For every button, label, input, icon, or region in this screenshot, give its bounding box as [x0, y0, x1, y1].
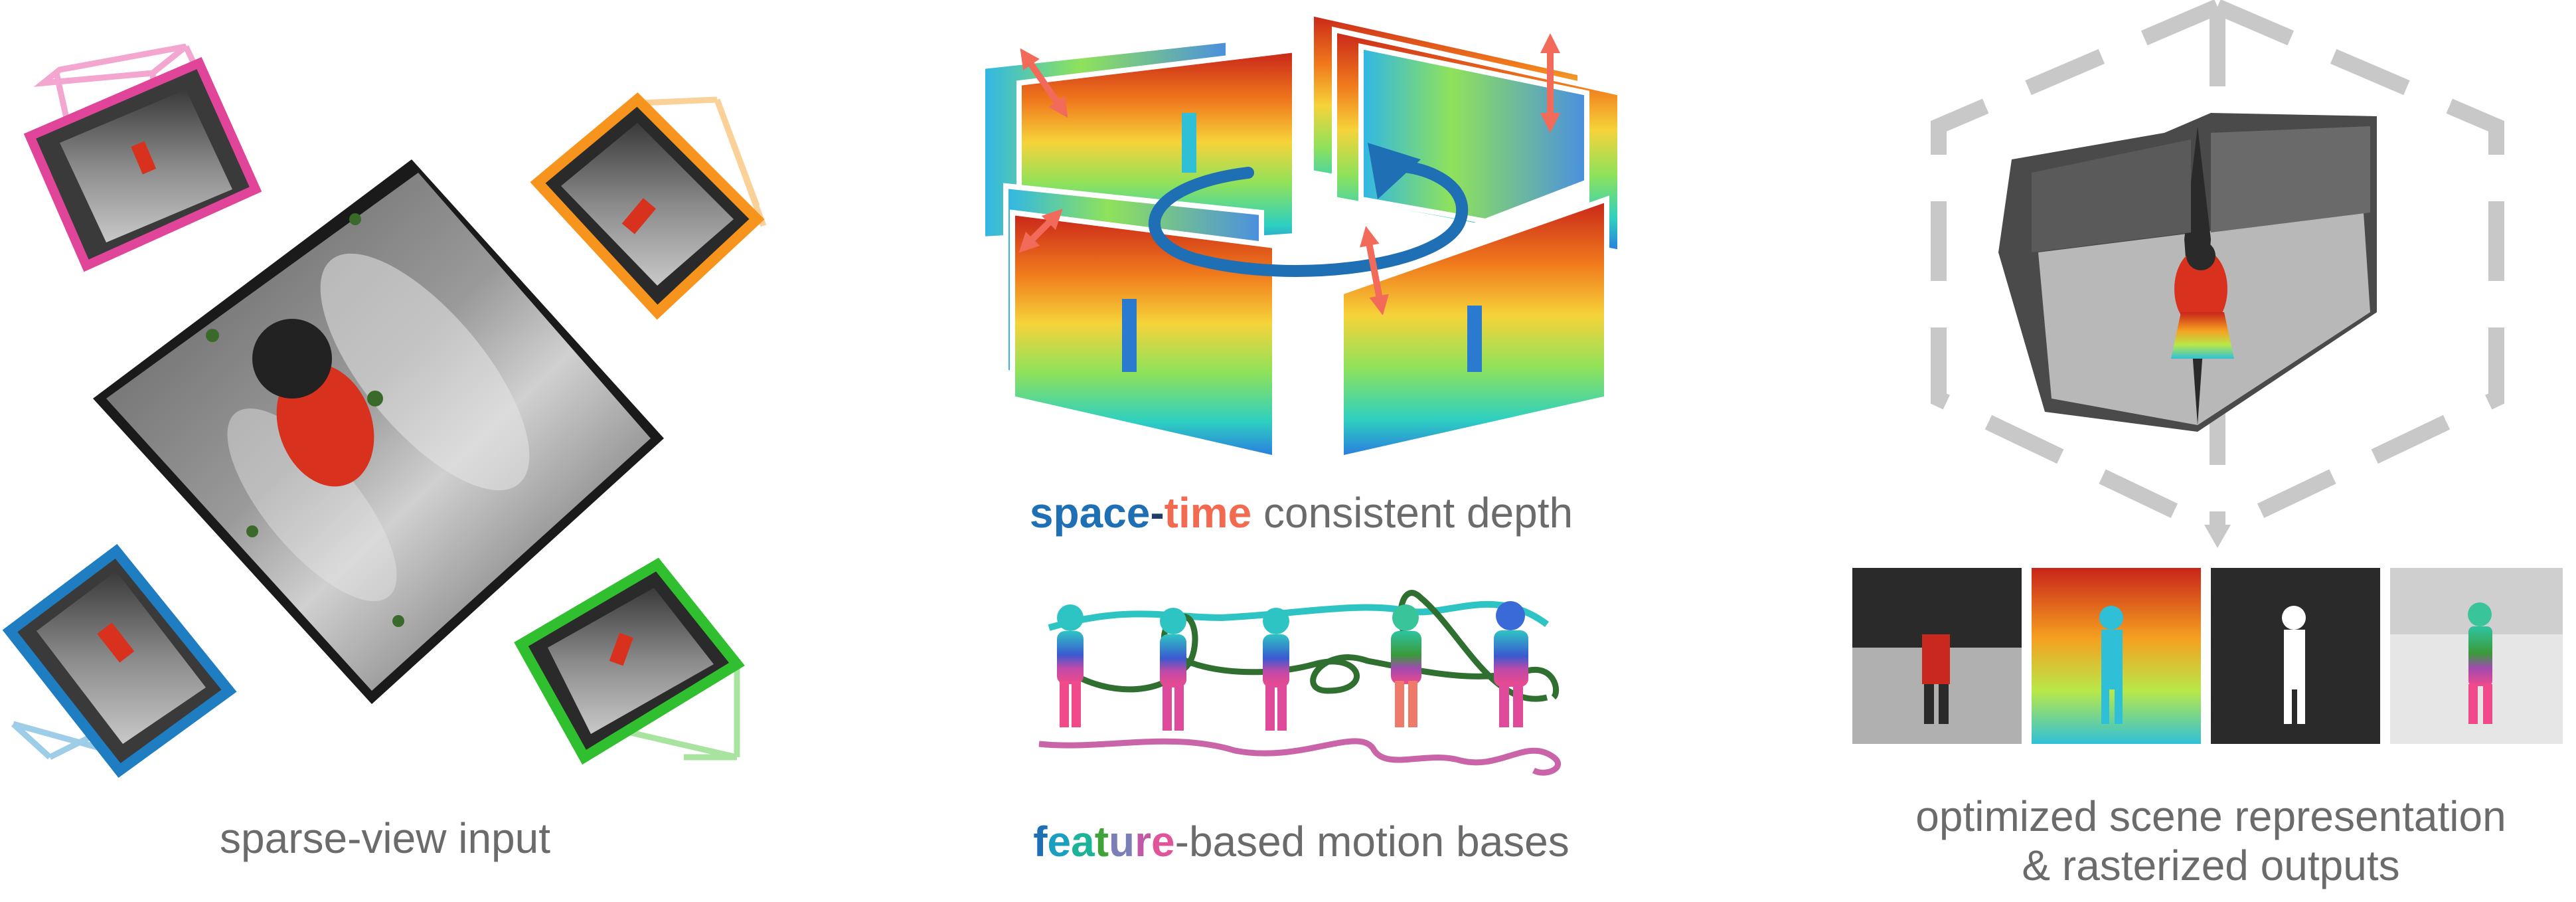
rotation-arrow [1149, 143, 1469, 277]
motion-part: r [1135, 818, 1152, 865]
sparse-view-input-panel [2, 43, 767, 778]
person-silhouettes [1057, 601, 1528, 731]
output-caption: optimized scene representation & rasteri… [1846, 792, 2576, 890]
depth-frame-stack-bottom-right [1328, 179, 1609, 462]
output-caption-line2: & rasterized outputs [2022, 842, 2400, 889]
camera-frustum-green [514, 557, 745, 765]
motion-part: e [1151, 818, 1175, 865]
depth-part: - [1150, 489, 1165, 537]
scene-representation [1998, 113, 2377, 432]
point-cloud-floor [93, 159, 664, 704]
rgb-output-thumbnail [1852, 568, 2022, 744]
trajectory-cyan [1048, 600, 1549, 631]
depth-caption: space-time consistent depth [963, 488, 1640, 537]
depth-output-thumbnail [2032, 568, 2201, 744]
input-caption: sparse-view input [220, 814, 550, 862]
motion-part: t [1094, 818, 1109, 865]
motion-part: e [1047, 818, 1072, 865]
camera-frustum-pink [23, 43, 262, 272]
feature-motion-panel [1038, 590, 1561, 776]
mask-output-thumbnail [2211, 568, 2380, 744]
motion-arrows [1018, 33, 1560, 316]
output-thumbnails [1852, 568, 2563, 744]
depth-part: consistent depth [1251, 489, 1573, 537]
depth-part: space [1029, 489, 1151, 537]
motion-part: -based motion bases [1174, 818, 1570, 865]
camera-frustum-blue [2, 543, 237, 778]
motion-output-thumbnail [2390, 568, 2563, 744]
output-caption-line1: optimized scene representation [1915, 792, 2506, 840]
camera-frustum-orange [530, 92, 767, 320]
motion-caption: feature-based motion bases [963, 817, 1640, 866]
scene-output-panel [1852, 0, 2563, 744]
depth-part: time [1164, 489, 1252, 537]
motion-part: a [1071, 818, 1095, 865]
space-time-depth-panel [980, 10, 1623, 462]
depth-frame-stack-bottom-left [1003, 183, 1277, 462]
trajectory-pink [1038, 738, 1561, 776]
motion-part: u [1109, 818, 1135, 865]
motion-part: f [1033, 818, 1048, 865]
